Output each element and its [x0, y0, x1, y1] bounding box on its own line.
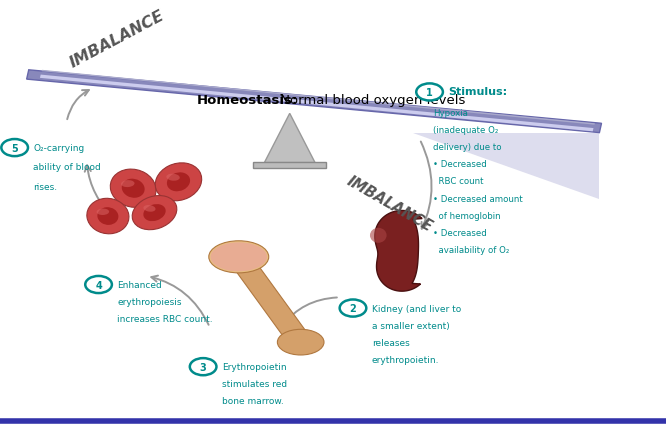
Text: availability of O₂: availability of O₂	[433, 246, 509, 254]
Text: Normal blood oxygen levels: Normal blood oxygen levels	[276, 94, 466, 107]
Circle shape	[416, 84, 443, 101]
Text: • Decreased: • Decreased	[433, 160, 487, 169]
Polygon shape	[42, 71, 595, 126]
Ellipse shape	[132, 196, 177, 230]
Text: erythropoiesis: erythropoiesis	[117, 298, 182, 307]
Text: bone marrow.: bone marrow.	[222, 396, 284, 405]
Ellipse shape	[167, 173, 190, 192]
Ellipse shape	[277, 329, 324, 355]
Text: releases: releases	[372, 338, 410, 347]
Text: • Decreased: • Decreased	[433, 228, 487, 237]
Ellipse shape	[370, 228, 386, 243]
Text: increases RBC count.: increases RBC count.	[117, 314, 213, 323]
FancyArrowPatch shape	[421, 142, 432, 229]
Text: • Decreased amount: • Decreased amount	[433, 194, 523, 203]
Polygon shape	[40, 75, 593, 132]
Polygon shape	[375, 211, 422, 292]
Text: RBC count: RBC count	[433, 177, 484, 186]
Ellipse shape	[97, 209, 109, 215]
Text: Stimulus:: Stimulus:	[448, 87, 507, 97]
Bar	[253, 163, 326, 169]
Text: 3: 3	[200, 362, 206, 372]
Text: (inadequate O₂: (inadequate O₂	[433, 126, 498, 135]
Circle shape	[190, 358, 216, 375]
Ellipse shape	[209, 241, 269, 273]
Text: erythropoietin.: erythropoietin.	[372, 355, 439, 364]
Text: Enhanced: Enhanced	[117, 280, 162, 289]
Text: O₂-carrying: O₂-carrying	[33, 144, 85, 153]
Ellipse shape	[143, 206, 156, 212]
Text: delivery) due to: delivery) due to	[433, 143, 501, 152]
Text: Homeostasis:: Homeostasis:	[196, 94, 298, 107]
Text: of hemoglobin: of hemoglobin	[433, 211, 501, 220]
Circle shape	[85, 276, 112, 293]
Circle shape	[1, 140, 28, 157]
Polygon shape	[228, 254, 312, 346]
Text: IMBALANCE: IMBALANCE	[67, 8, 166, 71]
Text: 4: 4	[95, 280, 102, 290]
Text: Hypoxia: Hypoxia	[433, 109, 468, 118]
Text: Kidney (and liver to: Kidney (and liver to	[372, 304, 461, 313]
Ellipse shape	[111, 170, 156, 208]
Ellipse shape	[87, 199, 129, 234]
Circle shape	[340, 300, 366, 317]
Ellipse shape	[155, 163, 202, 201]
Ellipse shape	[97, 208, 119, 225]
Text: 2: 2	[350, 303, 356, 313]
Ellipse shape	[121, 181, 135, 187]
FancyArrowPatch shape	[151, 276, 208, 325]
Text: a smaller extent): a smaller extent)	[372, 321, 450, 330]
Text: ability of blood: ability of blood	[33, 163, 101, 172]
Text: 5: 5	[11, 143, 18, 153]
Ellipse shape	[122, 179, 145, 198]
FancyArrowPatch shape	[67, 91, 89, 120]
Text: stimulates red: stimulates red	[222, 379, 287, 388]
Ellipse shape	[210, 243, 267, 272]
Text: IMBALANCE: IMBALANCE	[344, 173, 435, 234]
Text: rises.: rises.	[33, 182, 57, 191]
Polygon shape	[264, 114, 315, 163]
Text: 1: 1	[426, 88, 433, 98]
FancyArrowPatch shape	[282, 298, 337, 326]
Polygon shape	[413, 133, 599, 200]
Text: Erythropoietin: Erythropoietin	[222, 362, 286, 372]
Ellipse shape	[166, 174, 180, 181]
FancyArrowPatch shape	[85, 166, 115, 219]
Polygon shape	[27, 71, 601, 133]
Ellipse shape	[143, 205, 166, 221]
